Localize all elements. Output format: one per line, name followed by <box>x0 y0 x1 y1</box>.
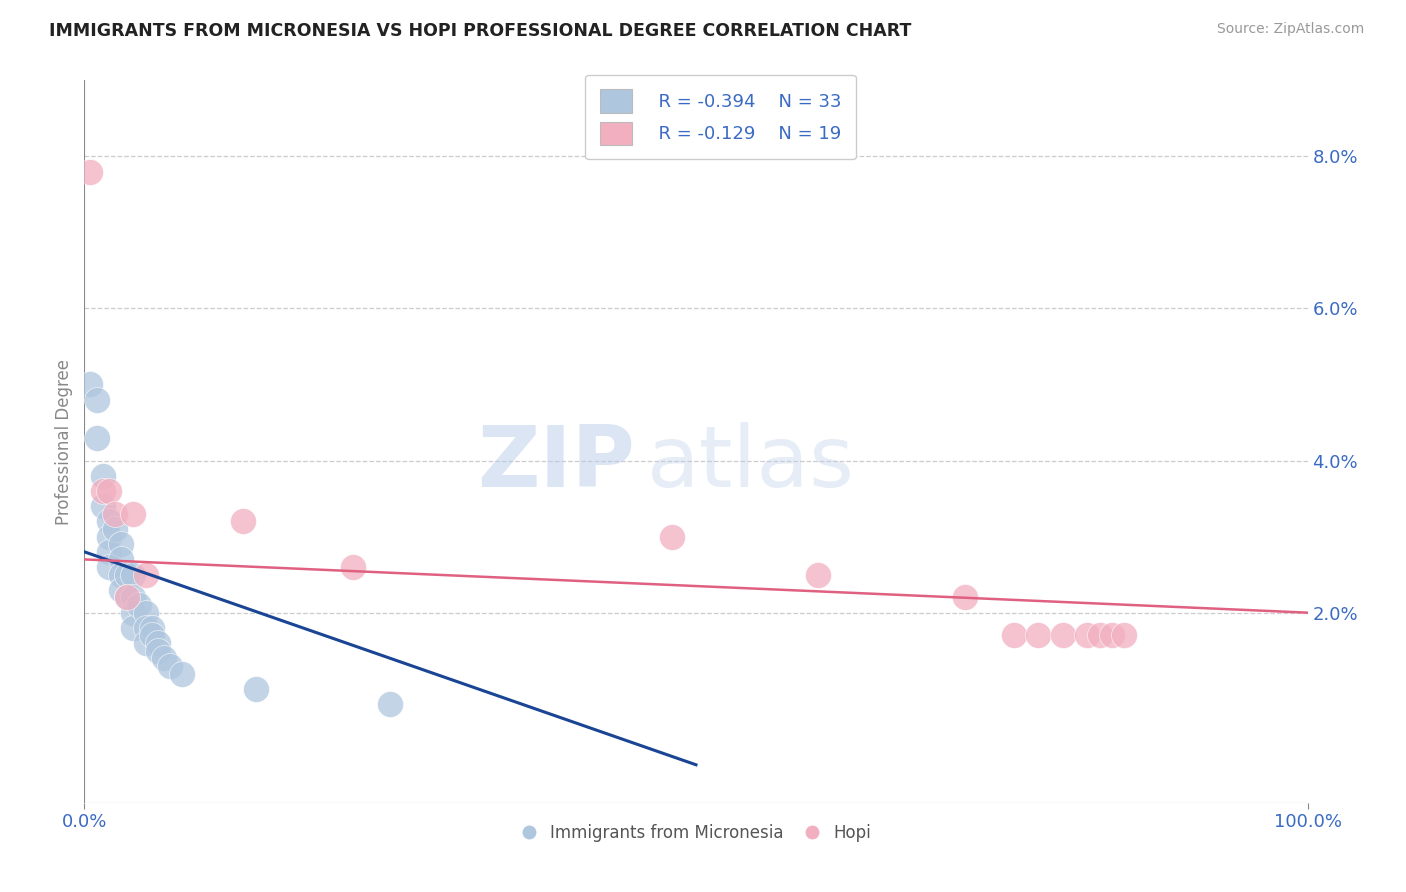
Point <box>122 507 145 521</box>
Point <box>104 522 127 536</box>
Point <box>122 591 145 605</box>
Point <box>91 483 114 498</box>
Point <box>97 483 120 498</box>
Point <box>91 499 114 513</box>
Point <box>1114 628 1136 642</box>
Point <box>97 545 120 559</box>
Point <box>135 621 157 635</box>
Point <box>110 537 132 551</box>
Point <box>122 567 145 582</box>
Point <box>153 651 176 665</box>
Point <box>661 530 683 544</box>
Text: atlas: atlas <box>647 422 855 505</box>
Point <box>146 636 169 650</box>
Point <box>342 560 364 574</box>
Point <box>245 681 267 696</box>
Point <box>115 591 138 605</box>
Point <box>115 567 138 582</box>
Point <box>122 621 145 635</box>
Legend: Immigrants from Micronesia, Hopi: Immigrants from Micronesia, Hopi <box>513 817 879 848</box>
Point <box>115 591 138 605</box>
Point <box>122 606 145 620</box>
Text: Source: ZipAtlas.com: Source: ZipAtlas.com <box>1216 22 1364 37</box>
Point <box>172 666 194 681</box>
Point <box>104 507 127 521</box>
Point <box>159 659 181 673</box>
Point <box>232 515 254 529</box>
Point <box>86 431 108 445</box>
Point <box>135 567 157 582</box>
Point <box>807 567 830 582</box>
Y-axis label: Professional Degree: Professional Degree <box>55 359 73 524</box>
Point <box>79 377 101 392</box>
Point <box>1101 628 1123 642</box>
Point <box>141 621 163 635</box>
Point <box>110 567 132 582</box>
Point <box>146 643 169 657</box>
Point <box>135 636 157 650</box>
Text: ZIP: ZIP <box>477 422 636 505</box>
Point <box>110 552 132 566</box>
Point <box>97 560 120 574</box>
Point <box>1088 628 1111 642</box>
Point <box>79 164 101 178</box>
Point <box>135 606 157 620</box>
Point <box>1028 628 1050 642</box>
Point <box>953 591 976 605</box>
Point <box>380 697 402 711</box>
Point <box>86 392 108 407</box>
Text: IMMIGRANTS FROM MICRONESIA VS HOPI PROFESSIONAL DEGREE CORRELATION CHART: IMMIGRANTS FROM MICRONESIA VS HOPI PROFE… <box>49 22 911 40</box>
Point <box>110 582 132 597</box>
Point <box>141 628 163 642</box>
Point <box>91 468 114 483</box>
Point <box>1076 628 1098 642</box>
Point <box>97 515 120 529</box>
Point <box>1052 628 1074 642</box>
Point <box>128 598 150 612</box>
Point <box>97 530 120 544</box>
Point <box>1002 628 1025 642</box>
